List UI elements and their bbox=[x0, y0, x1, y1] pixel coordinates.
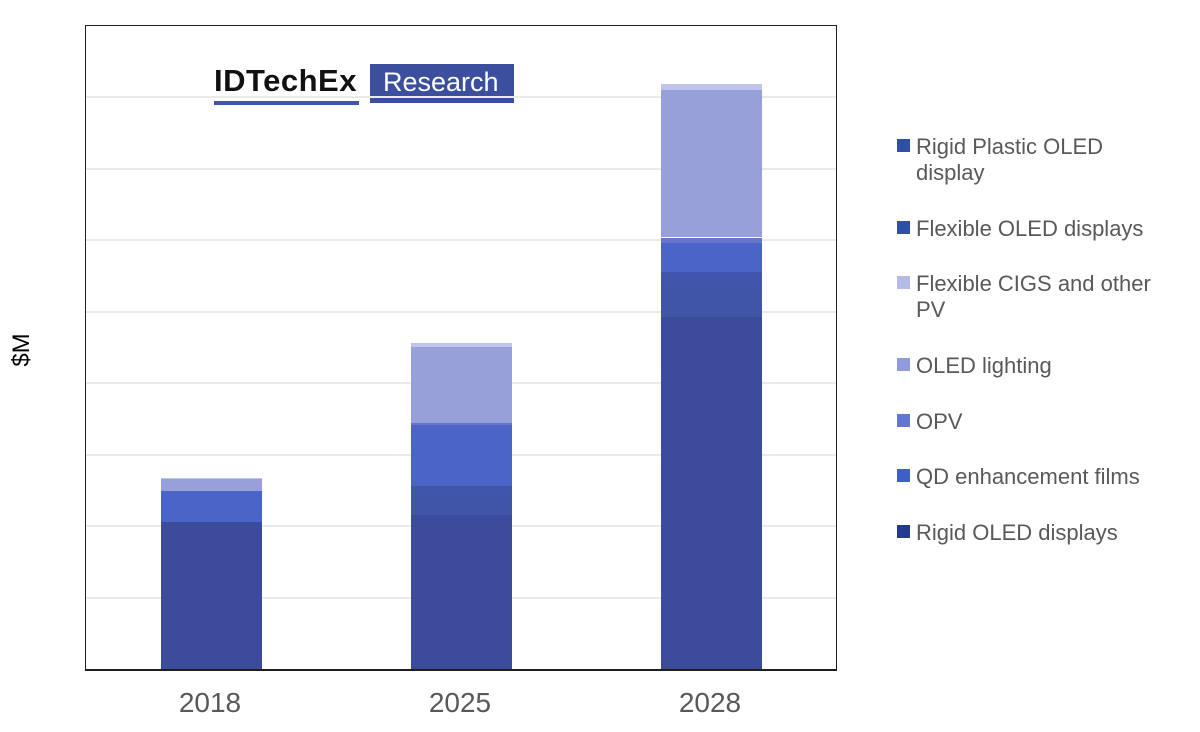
bar-segment-2028-rigid-oled-displays bbox=[660, 316, 762, 669]
bar-segment-2028-flexible-cigs-and-other-pv bbox=[660, 83, 762, 90]
bar-segment-2028-oled-lighting bbox=[660, 89, 762, 238]
gridline-7000 bbox=[86, 167, 836, 170]
legend-swatch-icon bbox=[897, 469, 910, 483]
bar-2018 bbox=[160, 477, 262, 669]
legend-label: Rigid OLED displays bbox=[916, 519, 1118, 545]
bar-segment-2025-flexible-cigs-and-other-pv bbox=[410, 342, 512, 347]
legend-item-flexible-cigs-and-other-pv: Flexible CIGS and other PV bbox=[897, 271, 1197, 323]
legend-swatch-icon bbox=[897, 524, 910, 538]
y-axis-label: $M bbox=[8, 333, 35, 367]
x-axis-label-2018: 2018 bbox=[178, 687, 242, 718]
legend-swatch-icon bbox=[897, 220, 910, 234]
bar-segment-2028-rigid-plastic-oled-display bbox=[660, 271, 762, 287]
legend-label: Flexible CIGS and other PV bbox=[916, 271, 1151, 323]
gridline-6000 bbox=[86, 239, 836, 242]
bar-segment-2018-flexible-cigs-and-other-pv bbox=[160, 477, 262, 479]
bar-2025 bbox=[410, 342, 512, 669]
bar-segment-2025-flexible-oled-displays bbox=[410, 494, 512, 515]
legend-item-rigid-plastic-oled-display: Rigid Plastic OLED display bbox=[897, 134, 1197, 186]
chart-legend: Rigid Plastic OLED display Flexible OLED … bbox=[897, 134, 1197, 546]
legend-item-oled-lighting: OLED lighting bbox=[897, 353, 1197, 379]
bar-2028 bbox=[660, 83, 762, 669]
legend-swatch-icon bbox=[897, 413, 910, 427]
gridline-5000 bbox=[86, 310, 836, 313]
bar-segment-2025-rigid-plastic-oled-display bbox=[410, 486, 512, 495]
legend-label: Rigid Plastic OLED display bbox=[916, 134, 1104, 185]
idtechex-logo: IDTechEx Research bbox=[214, 63, 514, 106]
legend-item-opv: OPV bbox=[897, 409, 1197, 435]
legend-item-qd-enhancement-films: QD enhancement films bbox=[897, 464, 1197, 490]
bar-segment-2028-flexible-oled-displays bbox=[660, 286, 762, 317]
bar-segment-2018-oled-lighting bbox=[160, 478, 262, 492]
bar-segment-2025-opv bbox=[410, 423, 512, 426]
legend-swatch-icon bbox=[897, 139, 910, 152]
bar-segment-2018-qd-enhancement-films bbox=[160, 491, 262, 522]
gridline-8000 bbox=[86, 96, 836, 99]
x-axis-label-2028: 2028 bbox=[678, 687, 742, 718]
legend-label: Flexible OLED displays bbox=[916, 215, 1144, 241]
bar-segment-2025-oled-lighting bbox=[410, 346, 512, 424]
legend-label: QD enhancement films bbox=[916, 464, 1140, 490]
bar-segment-2028-opv bbox=[660, 237, 762, 244]
legend-swatch-icon bbox=[897, 357, 910, 371]
idtechex-logo-text: IDTechEx bbox=[214, 63, 359, 106]
legend-swatch-icon bbox=[897, 276, 910, 290]
bar-segment-2018-rigid-oled-displays bbox=[160, 521, 262, 669]
bar-segment-2028-qd-enhancement-films bbox=[660, 243, 762, 272]
plot-area: IDTechEx Research bbox=[85, 25, 837, 671]
legend-item-flexible-oled-displays: Flexible OLED displays bbox=[897, 216, 1197, 242]
legend-item-rigid-oled-displays: Rigid OLED displays bbox=[897, 520, 1197, 546]
legend-label: OPV bbox=[916, 408, 963, 434]
legend-label: OLED lighting bbox=[916, 352, 1052, 378]
bar-segment-2025-qd-enhancement-films bbox=[410, 425, 512, 487]
bar-segment-2025-rigid-oled-displays bbox=[410, 514, 512, 669]
x-axis-label-2025: 2025 bbox=[428, 687, 492, 718]
